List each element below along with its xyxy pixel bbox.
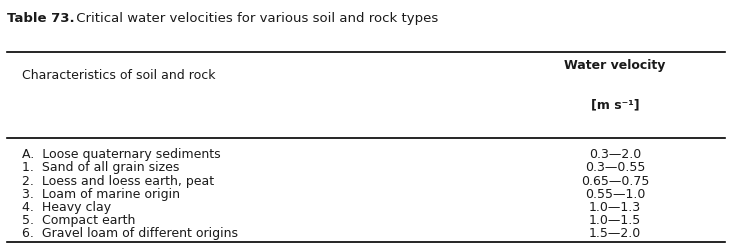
Text: 0.55—1.0: 0.55—1.0 xyxy=(585,188,645,201)
Text: Critical water velocities for various soil and rock types: Critical water velocities for various so… xyxy=(72,12,438,25)
Text: [m s⁻¹]: [m s⁻¹] xyxy=(591,99,639,112)
Text: Water velocity: Water velocity xyxy=(564,59,665,72)
Text: 0.3—0.55: 0.3—0.55 xyxy=(585,161,645,174)
Text: 1.0—1.5: 1.0—1.5 xyxy=(589,214,641,227)
Text: 0.65—0.75: 0.65—0.75 xyxy=(580,175,649,187)
Text: 6.  Gravel loam of different origins: 6. Gravel loam of different origins xyxy=(22,227,238,240)
Text: 1.5—2.0: 1.5—2.0 xyxy=(589,227,641,240)
Text: 2.  Loess and loess earth, peat: 2. Loess and loess earth, peat xyxy=(22,175,214,187)
Text: 0.3—2.0: 0.3—2.0 xyxy=(589,148,641,161)
Text: 3.  Loam of marine origin: 3. Loam of marine origin xyxy=(22,188,180,201)
Text: 5.  Compact earth: 5. Compact earth xyxy=(22,214,135,227)
Text: 4.  Heavy clay: 4. Heavy clay xyxy=(22,201,111,214)
Text: 1.  Sand of all grain sizes: 1. Sand of all grain sizes xyxy=(22,161,179,174)
Text: A.  Loose quaternary sediments: A. Loose quaternary sediments xyxy=(22,148,220,161)
Text: 1.0—1.3: 1.0—1.3 xyxy=(589,201,641,214)
Text: Characteristics of soil and rock: Characteristics of soil and rock xyxy=(22,69,215,82)
Text: Table 73.: Table 73. xyxy=(7,12,75,25)
